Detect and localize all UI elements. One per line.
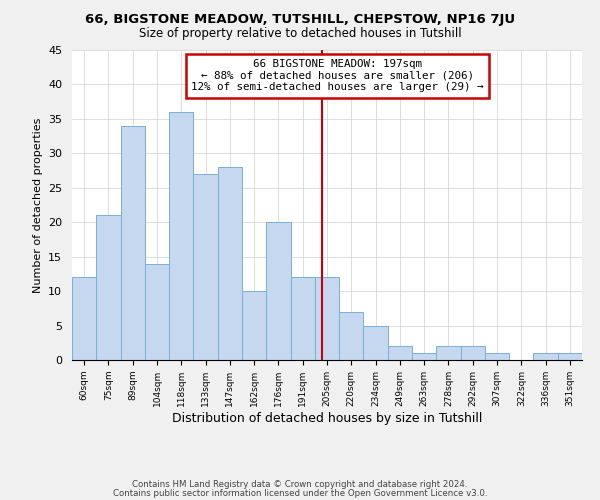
Bar xyxy=(193,174,218,360)
Text: Contains HM Land Registry data © Crown copyright and database right 2024.: Contains HM Land Registry data © Crown c… xyxy=(132,480,468,489)
Bar xyxy=(242,291,266,360)
Bar xyxy=(364,326,388,360)
Bar xyxy=(121,126,145,360)
Bar xyxy=(218,167,242,360)
Text: 66 BIGSTONE MEADOW: 197sqm
← 88% of detached houses are smaller (206)
12% of sem: 66 BIGSTONE MEADOW: 197sqm ← 88% of deta… xyxy=(191,60,484,92)
Bar xyxy=(290,278,315,360)
Bar xyxy=(558,353,582,360)
Bar xyxy=(339,312,364,360)
Bar xyxy=(169,112,193,360)
Bar xyxy=(72,278,96,360)
Bar xyxy=(266,222,290,360)
Text: Contains public sector information licensed under the Open Government Licence v3: Contains public sector information licen… xyxy=(113,490,487,498)
Bar xyxy=(145,264,169,360)
Bar xyxy=(388,346,412,360)
Bar xyxy=(315,278,339,360)
Bar xyxy=(485,353,509,360)
Text: Size of property relative to detached houses in Tutshill: Size of property relative to detached ho… xyxy=(139,28,461,40)
Bar xyxy=(436,346,461,360)
Bar xyxy=(96,216,121,360)
Bar xyxy=(461,346,485,360)
Bar xyxy=(533,353,558,360)
X-axis label: Distribution of detached houses by size in Tutshill: Distribution of detached houses by size … xyxy=(172,412,482,424)
Bar xyxy=(412,353,436,360)
Y-axis label: Number of detached properties: Number of detached properties xyxy=(32,118,43,292)
Text: 66, BIGSTONE MEADOW, TUTSHILL, CHEPSTOW, NP16 7JU: 66, BIGSTONE MEADOW, TUTSHILL, CHEPSTOW,… xyxy=(85,12,515,26)
